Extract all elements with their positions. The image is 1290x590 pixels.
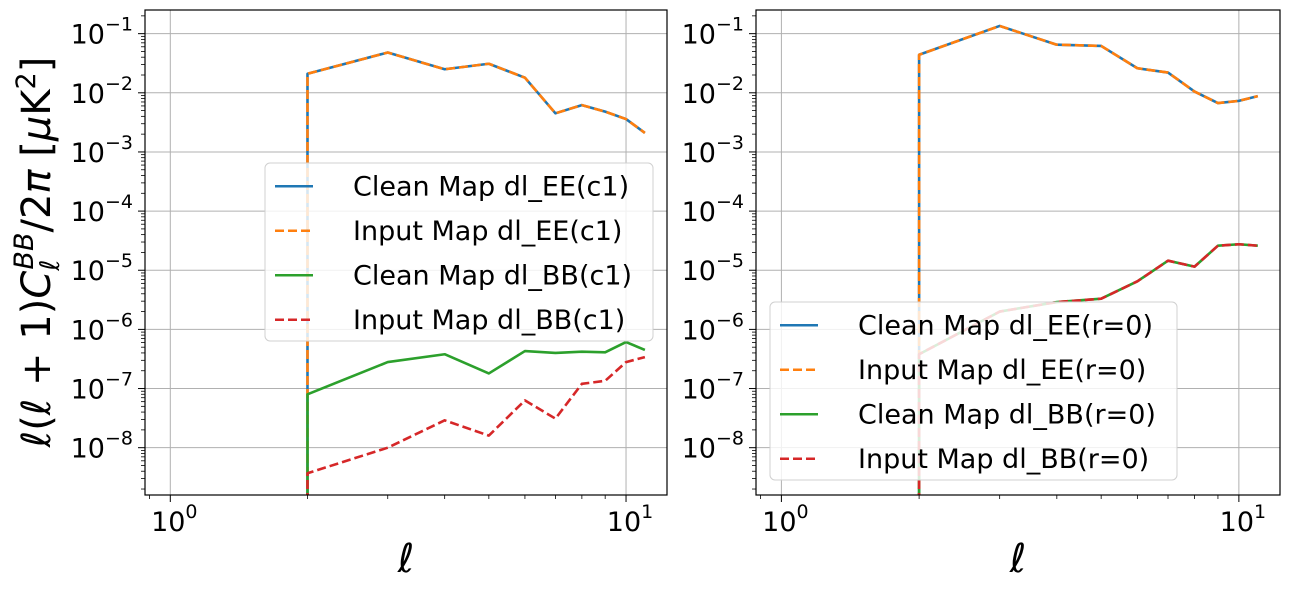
y-tick-label: 10−7 (682, 369, 744, 406)
legend-label: Clean Map dl_EE(r=0) (858, 310, 1153, 341)
series-line-4 (306, 355, 646, 495)
series-lines (306, 51, 646, 495)
axes-frame (755, 9, 1281, 496)
y-tick-label: 10−4 (682, 191, 744, 228)
x-axis-label: ℓ (397, 536, 415, 582)
chart-panel-1: 10−1 10−2 10−3 10−4 10−5 10−6 10−7 10−8 100 101 ℓ C… (71, 9, 668, 582)
series-line-2 (306, 51, 646, 495)
y-tick-label: 10−3 (71, 132, 133, 169)
x-tick-label: 100 (762, 501, 808, 538)
minor-ticks (752, 15, 1219, 499)
y-tick-label: 10−6 (682, 309, 744, 346)
y-tick-label: 10−3 (682, 132, 744, 169)
legend-label: Input Map dl_EE(c1) (353, 216, 622, 247)
legend-label: Clean Map dl_EE(c1) (353, 171, 629, 202)
y-tick-label: 10−4 (71, 191, 133, 228)
x-tick-label: 101 (607, 501, 653, 538)
legend-label: Input Map dl_BB(c1) (353, 305, 625, 336)
series-line-2 (917, 24, 1259, 495)
y-tick-label: 10−1 (71, 14, 133, 51)
x-tick-label: 100 (151, 501, 197, 538)
y-tick-label: 10−6 (71, 309, 133, 346)
legend-label: Clean Map dl_BB(c1) (353, 260, 632, 291)
minor-ticks (141, 15, 606, 499)
y-tick-label: 10−2 (682, 73, 744, 110)
legend-label: Input Map dl_EE(r=0) (858, 355, 1146, 386)
legend-box (769, 301, 1178, 481)
y-tick-label: 10−8 (682, 428, 744, 465)
y-tick-label: 10−1 (682, 14, 744, 51)
axes-frame (144, 9, 668, 496)
y-tick-label: 10−5 (71, 250, 133, 287)
y-tick-label: 10−8 (71, 428, 133, 465)
y-tick-label: 10−7 (71, 369, 133, 406)
legend: Clean Map dl_EE(r=0) Input Map dl_EE(r=0)… (769, 301, 1178, 481)
x-tick-label: 101 (1220, 501, 1266, 538)
chart-panel-2: 10−1 10−2 10−3 10−4 10−5 10−6 10−7 10−8 100 101 ℓ C… (682, 9, 1281, 582)
legend-box (264, 162, 654, 342)
y-tick-label: 10−5 (682, 250, 744, 287)
x-axis-label: ℓ (1009, 536, 1027, 582)
y-axis-label: ℓ(ℓ + 1)CℓBB/2π [μK2] (9, 57, 66, 449)
y-tick-label: 10−2 (71, 73, 133, 110)
series-line-3 (306, 340, 646, 495)
legend-label: Input Map dl_BB(r=0) (858, 444, 1149, 475)
legend-label: Clean Map dl_BB(r=0) (858, 399, 1156, 430)
legend: Clean Map dl_EE(c1) Input Map dl_EE(c1) Cl… (264, 162, 654, 342)
